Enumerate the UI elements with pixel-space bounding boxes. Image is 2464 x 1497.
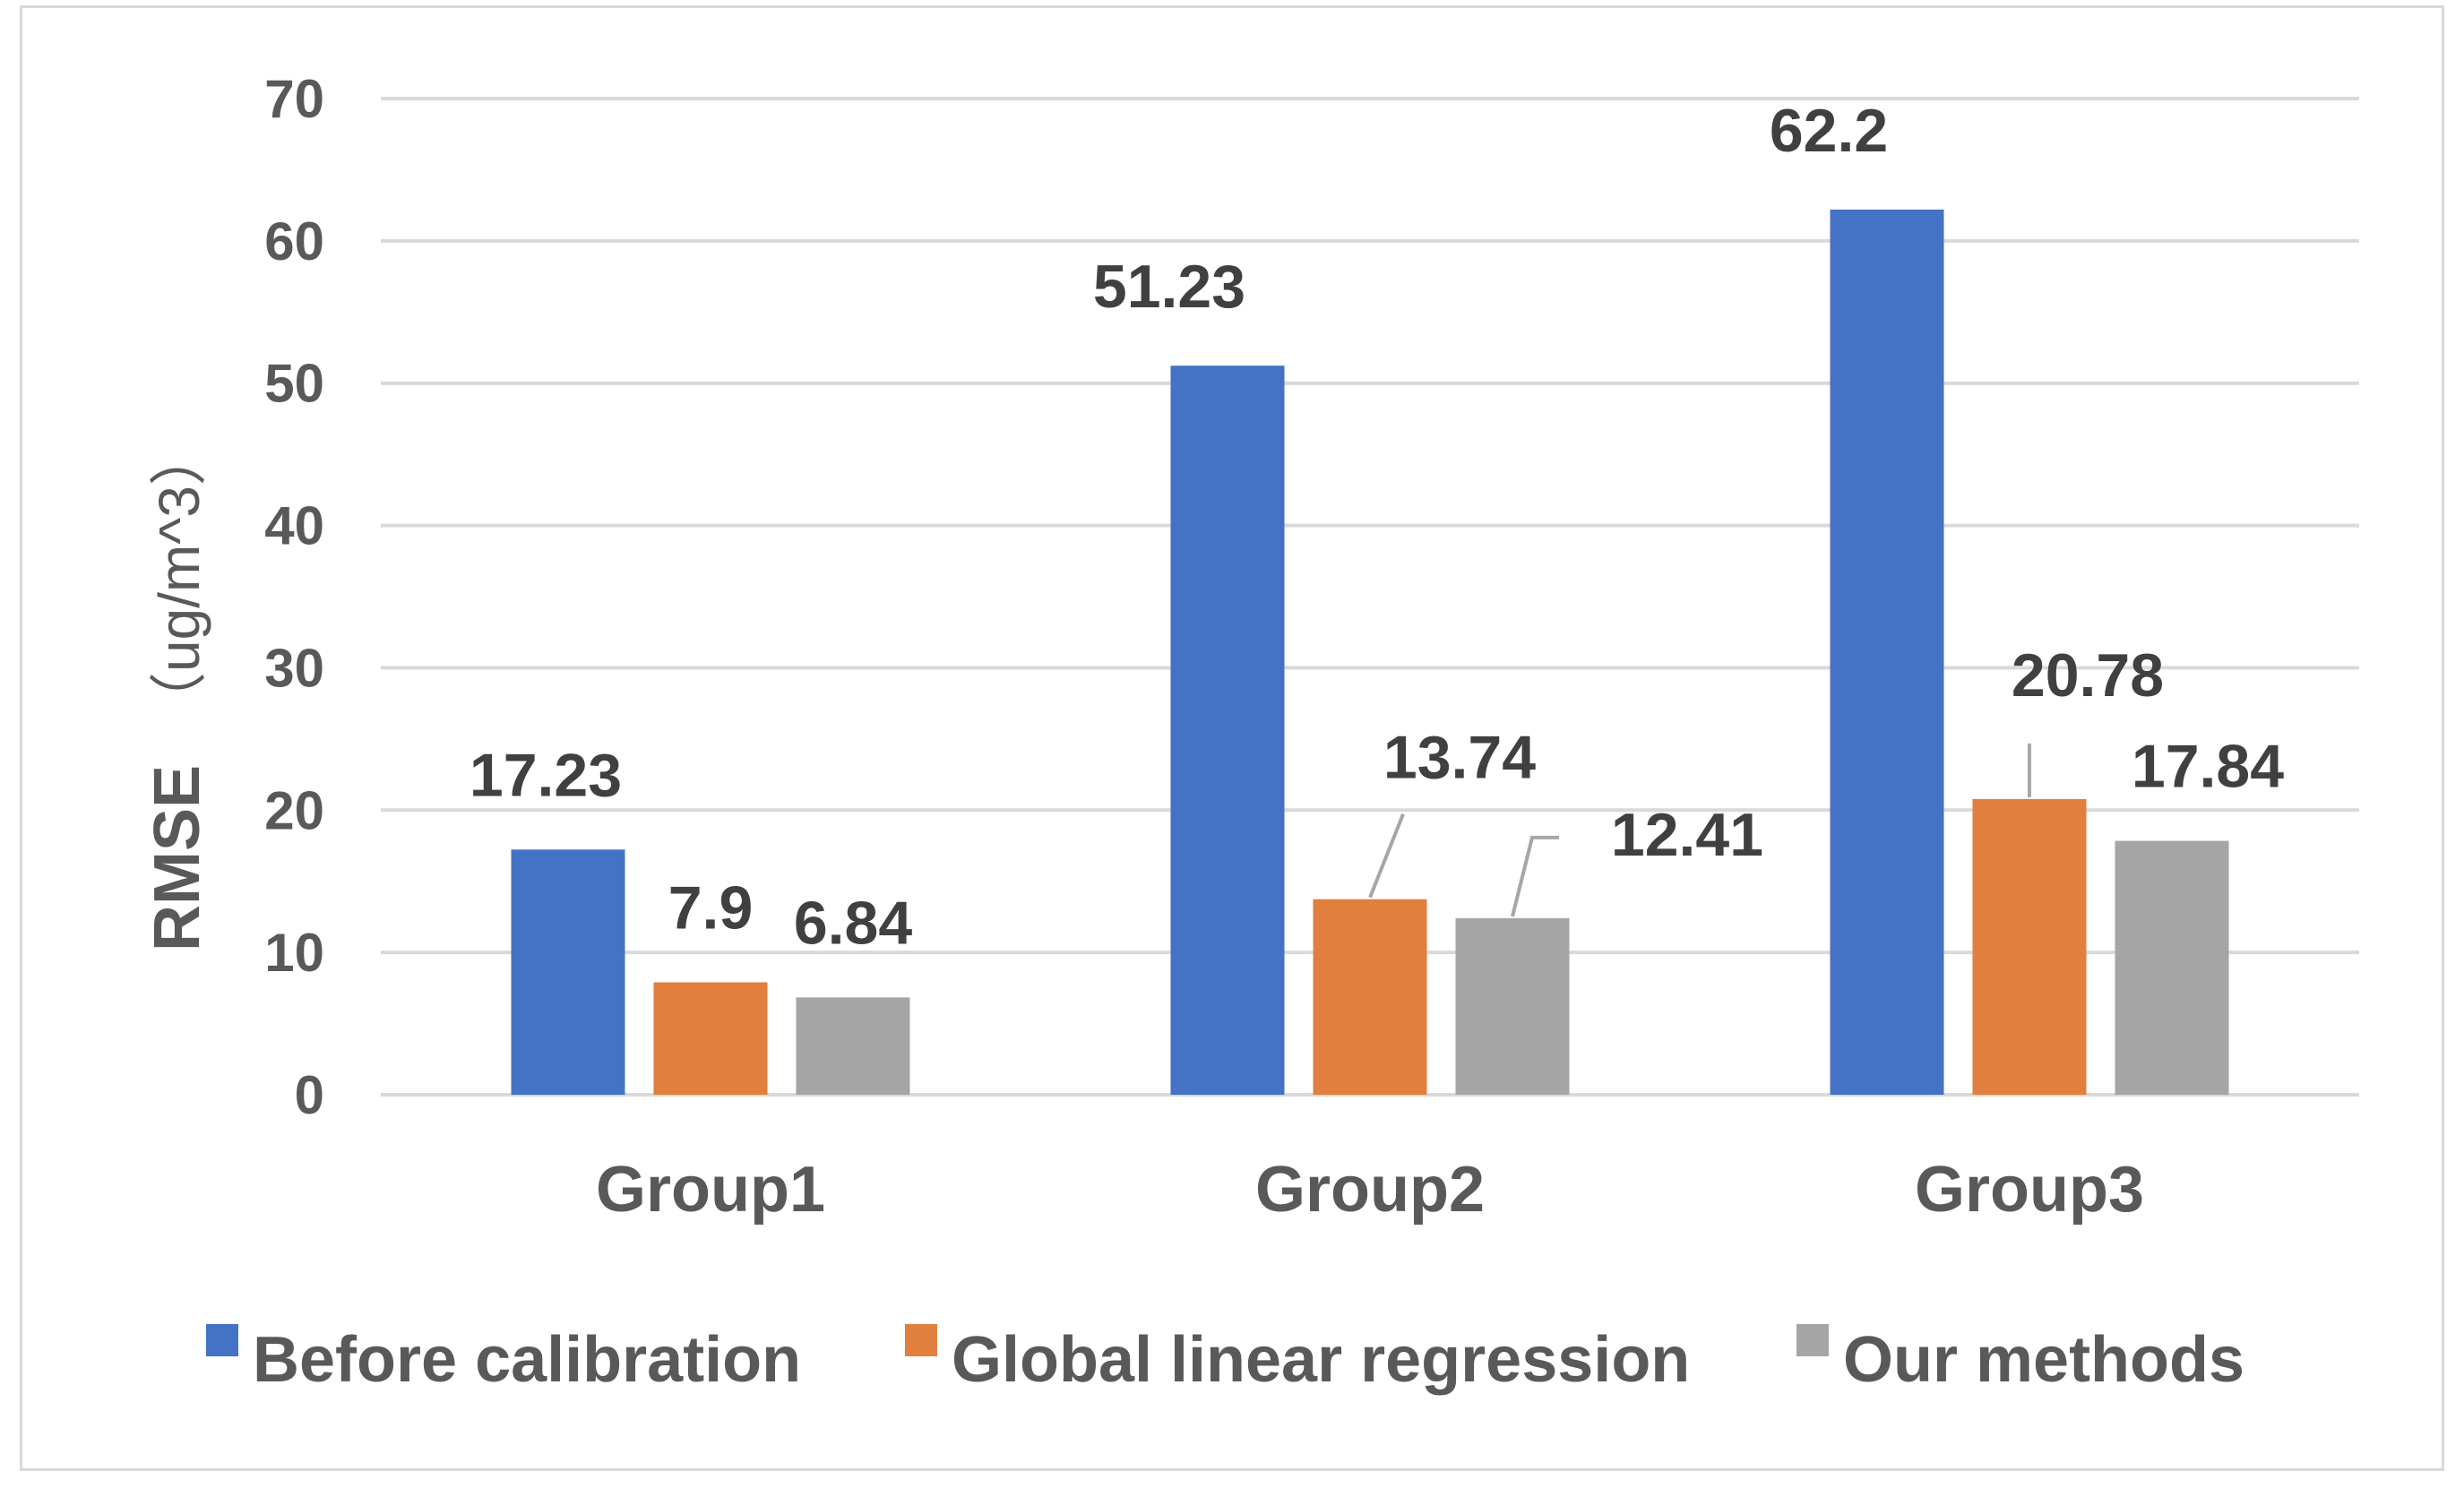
legend-label: Our methods <box>1843 1324 2244 1396</box>
bars <box>511 209 2229 1095</box>
data-label: 20.78 <box>2012 641 2164 710</box>
legend-swatch <box>206 1324 238 1356</box>
legend-label: Before calibration <box>253 1324 801 1396</box>
data-label: 17.84 <box>2132 733 2284 801</box>
data-label: 6.84 <box>794 889 913 957</box>
y-tick-label: 0 <box>295 1065 324 1125</box>
bar-group3-series2 <box>1972 798 2087 1095</box>
leader-line <box>1511 835 1559 917</box>
data-labels: 17.23 7.9 6.84 51.23 13.74 12.41 62.2 20.78 17.8… <box>470 97 2284 957</box>
y-tick-label: 20 <box>264 780 324 840</box>
bar-group1-series2 <box>653 982 768 1095</box>
bar-group2-series2 <box>1313 899 1427 1095</box>
bar-group3-series3 <box>2115 840 2229 1095</box>
bar-group1-series1 <box>511 849 625 1095</box>
leader-line <box>1368 813 1405 899</box>
y-tick-label: 50 <box>264 354 324 414</box>
bar-group1-series3 <box>796 997 910 1095</box>
data-label: 7.9 <box>668 874 754 942</box>
legend: Before calibration Global linear regressi… <box>206 1324 2244 1396</box>
x-axis-categories: Group1 Group2 Group3 <box>596 1154 2144 1226</box>
x-category-label: Group1 <box>596 1154 825 1226</box>
data-label: 51.23 <box>1093 253 1245 321</box>
y-tick-label: 70 <box>264 69 324 129</box>
bar-group3-series1 <box>1830 209 1944 1095</box>
legend-label: Global linear regression <box>952 1324 1690 1396</box>
data-label: 13.74 <box>1383 724 1536 792</box>
data-label: 12.41 <box>1611 801 1763 869</box>
y-tick-label: 40 <box>264 496 324 556</box>
leader-lines <box>1368 743 2031 917</box>
y-tick-label: 60 <box>264 211 324 271</box>
legend-swatch <box>1796 1324 1829 1356</box>
bar-group2-series3 <box>1455 917 1570 1095</box>
y-tick-label: 10 <box>264 923 324 983</box>
y-axis-ticks: 0 10 20 30 40 50 60 70 <box>264 69 324 1125</box>
x-category-label: Group2 <box>1255 1154 1485 1226</box>
legend-swatch <box>905 1324 937 1356</box>
y-axis-title: RMSE（ug/m^3） <box>142 428 213 951</box>
y-axis-label: RMSE（ug/m^3） <box>142 428 213 951</box>
bar-group2-series1 <box>1170 366 1285 1095</box>
data-label: 62.2 <box>1770 97 1888 165</box>
data-label: 17.23 <box>470 741 622 809</box>
y-tick-label: 30 <box>264 638 324 698</box>
x-category-label: Group3 <box>1915 1154 2144 1226</box>
